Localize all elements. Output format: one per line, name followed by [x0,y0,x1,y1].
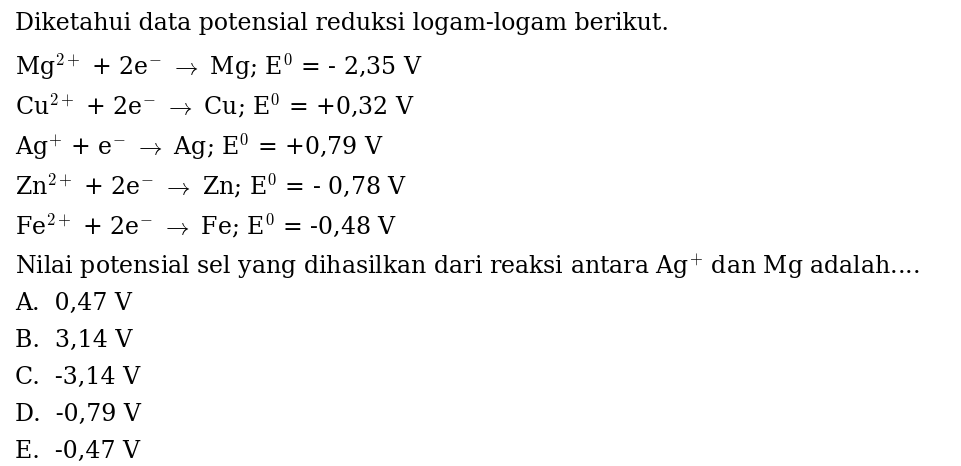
Text: B.  3,14 V: B. 3,14 V [15,329,133,352]
Text: Cu$^{2+}$ + 2e$^{-}$ $\rightarrow$ Cu; E$^{0}$ = +0,32 V: Cu$^{2+}$ + 2e$^{-}$ $\rightarrow$ Cu; E… [15,92,415,120]
Text: Zn$^{2+}$ + 2e$^{-}$ $\rightarrow$ Zn; E$^{0}$ = - 0,78 V: Zn$^{2+}$ + 2e$^{-}$ $\rightarrow$ Zn; E… [15,172,407,200]
Text: A.  0,47 V: A. 0,47 V [15,292,132,315]
Text: D.  -0,79 V: D. -0,79 V [15,403,141,426]
Text: Nilai potensial sel yang dihasilkan dari reaksi antara Ag$^{+}$ dan Mg adalah...: Nilai potensial sel yang dihasilkan dari… [15,252,920,281]
Text: Ag$^{+}$ + e$^{-}$ $\rightarrow$ Ag; E$^{0}$ = +0,79 V: Ag$^{+}$ + e$^{-}$ $\rightarrow$ Ag; E$^… [15,132,383,162]
Text: E.  -0,47 V: E. -0,47 V [15,440,140,463]
Text: Fe$^{2+}$ + 2e$^{-}$ $\rightarrow$ Fe; E$^{0}$ = -0,48 V: Fe$^{2+}$ + 2e$^{-}$ $\rightarrow$ Fe; E… [15,212,397,240]
Text: Mg$^{2+}$ + 2e$^{-}$ $\rightarrow$ Mg; E$^{0}$ = - 2,35 V: Mg$^{2+}$ + 2e$^{-}$ $\rightarrow$ Mg; E… [15,52,423,82]
Text: Diketahui data potensial reduksi logam-logam berikut.: Diketahui data potensial reduksi logam-l… [15,12,669,35]
Text: C.  -3,14 V: C. -3,14 V [15,366,140,389]
